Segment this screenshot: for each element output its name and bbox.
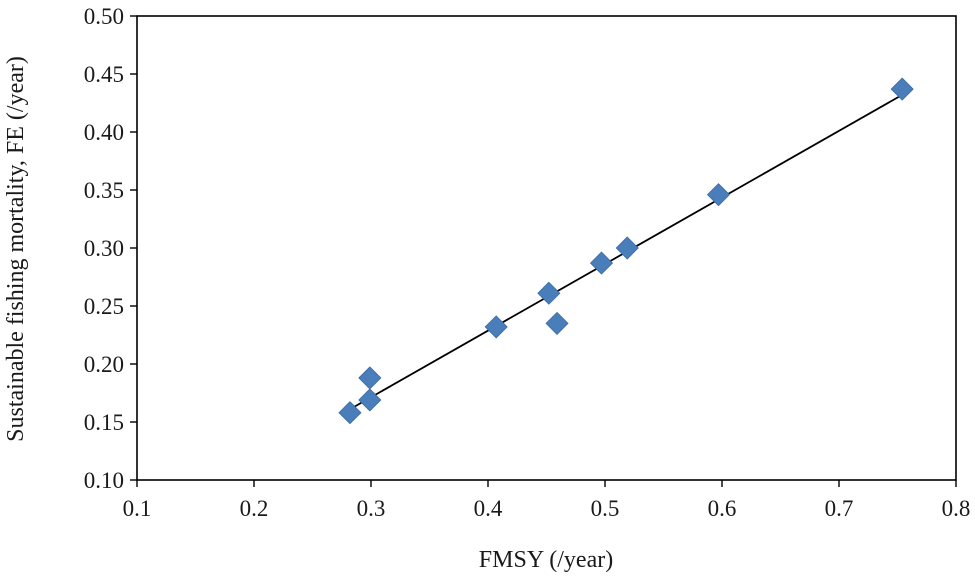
x-axis: 0.1 0.2 0.3 0.4 0.5 0.6 0.7 0.8 bbox=[123, 480, 971, 521]
y-axis: 0.10 0.15 0.20 0.25 0.30 0.35 0.40 0.45 0.50 bbox=[84, 4, 137, 493]
data-point bbox=[358, 388, 382, 412]
data-point bbox=[484, 315, 508, 339]
x-tick-label: 0.7 bbox=[825, 496, 854, 521]
data-point bbox=[615, 236, 639, 260]
y-tick-label: 0.20 bbox=[84, 352, 124, 377]
y-tick-label: 0.25 bbox=[84, 294, 124, 319]
plot-border bbox=[136, 15, 957, 481]
y-tick-label: 0.30 bbox=[84, 236, 124, 261]
x-tick-label: 0.2 bbox=[240, 496, 269, 521]
data-point bbox=[706, 183, 731, 207]
y-axis-title: Sustainable fishing mortality, FE (/year… bbox=[3, 56, 29, 442]
y-tick-label: 0.45 bbox=[84, 62, 124, 87]
data-points bbox=[338, 77, 914, 425]
data-point bbox=[545, 311, 569, 335]
y-tick-label: 0.50 bbox=[84, 4, 124, 29]
x-tick-label: 0.1 bbox=[123, 496, 152, 521]
x-tick-label: 0.3 bbox=[357, 496, 386, 521]
x-tick-label: 0.6 bbox=[708, 496, 737, 521]
y-tick-label: 0.10 bbox=[84, 468, 124, 493]
data-point bbox=[589, 251, 614, 275]
y-tick-label: 0.40 bbox=[84, 120, 124, 145]
data-point bbox=[537, 281, 561, 305]
data-point bbox=[338, 401, 362, 425]
x-axis-title: FMSY (/year) bbox=[479, 547, 613, 573]
data-point bbox=[358, 366, 382, 390]
data-point bbox=[890, 77, 914, 101]
x-tick-label: 0.5 bbox=[591, 496, 620, 521]
y-tick-label: 0.35 bbox=[84, 178, 124, 203]
plot-area bbox=[136, 15, 957, 481]
x-tick-label: 0.4 bbox=[474, 496, 503, 521]
y-tick-label: 0.15 bbox=[84, 410, 124, 435]
x-tick-label: 0.8 bbox=[942, 496, 971, 521]
